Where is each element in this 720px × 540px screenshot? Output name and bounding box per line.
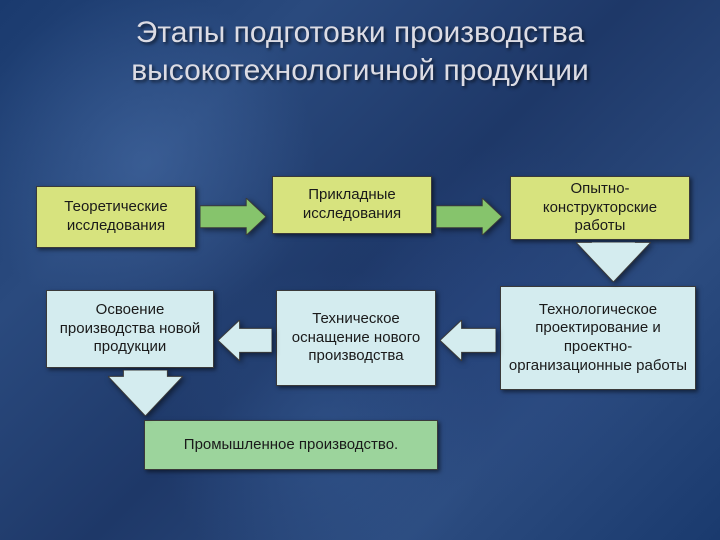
box-label: Освоение производства новой продукции: [53, 301, 207, 357]
box-label: Теоретические исследования: [43, 198, 189, 236]
arrow-right-icon: [436, 198, 502, 235]
arrow-right-icon: [200, 198, 266, 235]
arrow-down-icon: [576, 242, 651, 282]
arrow-left-icon: [218, 320, 272, 361]
arrow-down-icon: [108, 370, 183, 416]
box-label: Опытно-конструкторские работы: [517, 180, 683, 236]
arrow-left-icon: [440, 320, 496, 361]
box-development-work: Опытно-конструкторские работы: [510, 176, 690, 240]
box-tech-equipment: Техническое оснащение нового производств…: [276, 290, 436, 386]
box-label: Прикладные исследования: [279, 186, 425, 224]
box-label: Промышленное производство.: [184, 436, 398, 455]
box-theoretical-research: Теоретические исследования: [36, 186, 196, 248]
box-applied-research: Прикладные исследования: [272, 176, 432, 234]
box-label: Технологическое проектирование и проектн…: [507, 301, 689, 376]
slide-title: Этапы подготовки производства высокотехн…: [0, 0, 720, 99]
box-label: Техническое оснащение нового производств…: [283, 310, 429, 366]
box-industrial-production: Промышленное производство.: [144, 420, 438, 470]
box-production-mastering: Освоение производства новой продукции: [46, 290, 214, 368]
box-tech-design: Технологическое проектирование и проектн…: [500, 286, 696, 390]
